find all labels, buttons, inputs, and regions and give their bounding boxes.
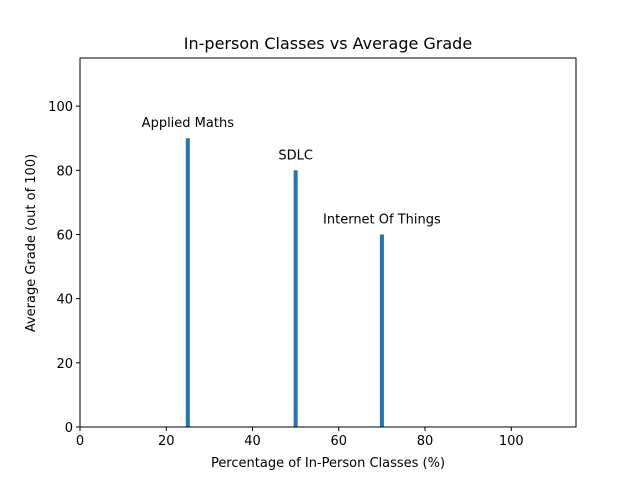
x-tick-label-3: 60 bbox=[331, 434, 348, 449]
bars-group bbox=[185, 138, 384, 427]
y-tick-label-1: 20 bbox=[56, 357, 73, 372]
x-tick-label-2: 40 bbox=[244, 434, 261, 449]
annotations-group: Applied Maths SDLC Internet Of Things bbox=[142, 116, 441, 227]
x-tick-label-0: 0 bbox=[76, 434, 84, 449]
y-tick-label-3: 60 bbox=[56, 228, 73, 243]
y-axis-ticks: 0 20 40 60 80 100 bbox=[48, 100, 80, 436]
bar-0 bbox=[185, 138, 190, 427]
bar-1 bbox=[293, 170, 298, 427]
x-tick-label-5: 100 bbox=[499, 434, 524, 449]
y-axis-label: Average Grade (out of 100) bbox=[24, 154, 39, 332]
bar-annotation-1: SDLC bbox=[278, 148, 313, 163]
x-tick-label-1: 20 bbox=[158, 434, 175, 449]
bar-annotation-0: Applied Maths bbox=[142, 116, 235, 131]
y-tick-label-2: 40 bbox=[56, 293, 73, 308]
y-tick-label-0: 0 bbox=[65, 421, 73, 436]
bar-annotation-2: Internet Of Things bbox=[323, 212, 441, 227]
bar-2 bbox=[379, 234, 384, 427]
x-tick-label-4: 80 bbox=[417, 434, 434, 449]
x-axis-label: Percentage of In-Person Classes (%) bbox=[211, 456, 445, 471]
x-axis-ticks: 0 20 40 60 80 100 bbox=[76, 427, 524, 449]
y-tick-label-5: 100 bbox=[48, 100, 73, 115]
chart-title: In-person Classes vs Average Grade bbox=[184, 34, 472, 53]
y-tick-label-4: 80 bbox=[56, 164, 73, 179]
plot-frame bbox=[79, 57, 577, 428]
